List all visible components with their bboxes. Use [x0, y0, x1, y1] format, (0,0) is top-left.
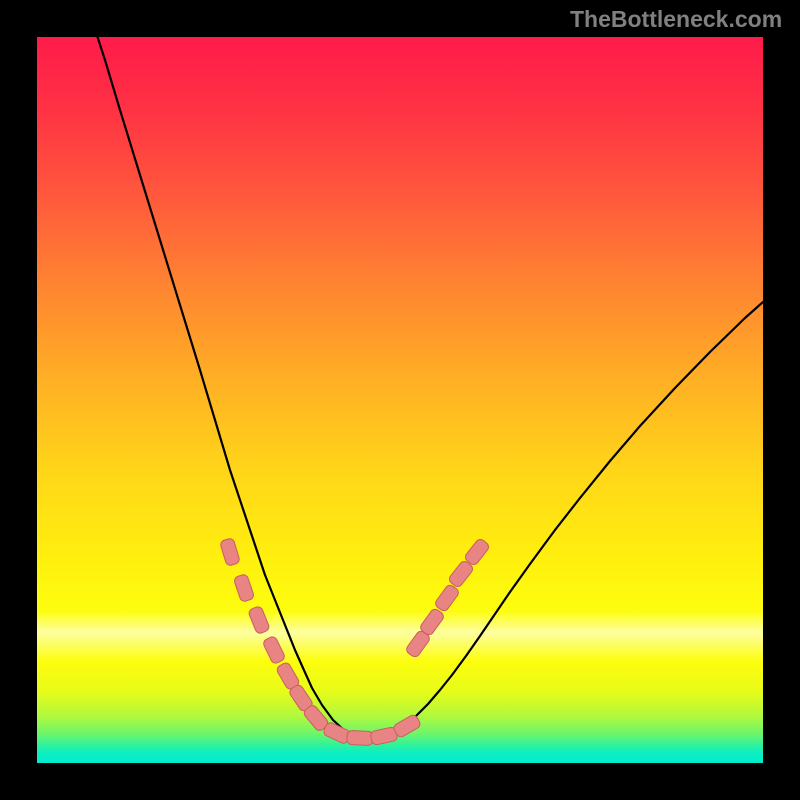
- curve-marker: [434, 583, 461, 612]
- curve-marker: [248, 605, 271, 634]
- curve-marker: [233, 573, 255, 602]
- chart-svg: [0, 0, 800, 800]
- watermark-text: TheBottleneck.com: [570, 6, 782, 33]
- curve-marker: [347, 730, 374, 745]
- curve-marker: [262, 635, 286, 665]
- curve-marker: [220, 538, 241, 567]
- curve-marker: [392, 713, 422, 738]
- chart-stage: TheBottleneck.com: [0, 0, 800, 800]
